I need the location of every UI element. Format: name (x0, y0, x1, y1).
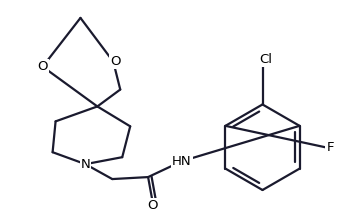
Text: O: O (110, 55, 121, 68)
Text: N: N (80, 158, 90, 171)
Text: HN: HN (172, 155, 192, 168)
Text: O: O (38, 60, 48, 73)
Text: F: F (327, 141, 334, 154)
Text: Cl: Cl (259, 53, 272, 66)
Text: O: O (147, 199, 157, 213)
